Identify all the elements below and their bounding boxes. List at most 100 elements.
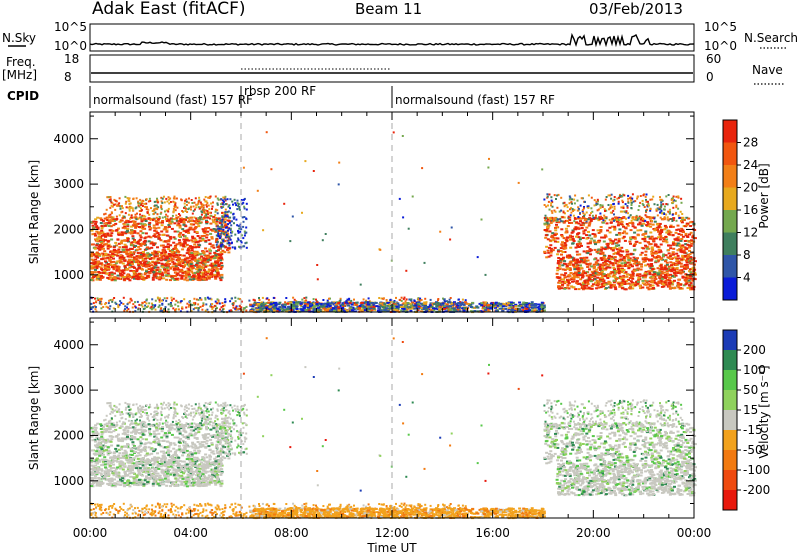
power-cell <box>167 196 170 199</box>
power-cell <box>568 267 572 270</box>
power-cell <box>143 273 147 276</box>
power-cell <box>675 260 679 263</box>
power-cell <box>157 206 160 209</box>
power-cell <box>648 271 652 274</box>
power-cell <box>173 267 176 270</box>
power-cell <box>141 259 145 262</box>
power-cell <box>148 258 152 260</box>
power-cell <box>563 242 567 244</box>
power-cell <box>121 217 124 219</box>
power-cell <box>414 304 418 307</box>
power-cell <box>221 302 224 305</box>
power-cell <box>213 257 217 259</box>
power-cell <box>284 309 288 312</box>
power-cell <box>351 309 354 312</box>
power-cell <box>362 298 365 301</box>
power-cell <box>113 198 116 201</box>
power-cell <box>371 302 375 304</box>
power-cell <box>676 270 680 273</box>
power-cell <box>311 307 314 310</box>
power-cell <box>427 309 431 312</box>
power-cell <box>333 309 336 312</box>
power-cell <box>212 246 216 249</box>
nsky-strip: N.Sky 10^5 10^0 10^5 10^0 N.Search <box>2 20 798 53</box>
power-cell <box>217 299 220 302</box>
power-cell <box>649 267 653 270</box>
power-cell <box>556 266 560 269</box>
power-cell <box>117 270 121 273</box>
power-cell <box>123 225 127 228</box>
power-cell <box>236 202 239 205</box>
power-cell <box>258 307 262 310</box>
power-cell <box>126 303 129 306</box>
power-cell <box>153 261 157 264</box>
power-cell <box>402 307 406 310</box>
power-cell <box>399 304 403 307</box>
power-cell <box>94 255 98 258</box>
power-cell <box>100 229 104 232</box>
power-cell <box>209 249 212 252</box>
power-cell <box>139 230 143 233</box>
power-cell <box>208 211 211 214</box>
power-cell <box>193 201 196 204</box>
power-cell <box>556 276 560 279</box>
power-cell <box>197 303 200 306</box>
power-cell <box>665 263 669 266</box>
power-cell <box>430 305 434 308</box>
power-cell <box>133 258 136 261</box>
power-cell <box>617 260 621 263</box>
power-cell <box>154 230 158 233</box>
power-cell <box>294 305 298 308</box>
power-cell <box>152 224 156 227</box>
power-cell <box>231 297 233 300</box>
power-cell <box>652 279 656 282</box>
power-cell <box>292 296 295 299</box>
power-cell <box>578 274 582 277</box>
power-cell <box>417 301 421 304</box>
power-cell <box>139 222 143 225</box>
power-cell <box>196 235 200 237</box>
power-cell <box>180 277 184 280</box>
power-cell <box>156 255 160 258</box>
power-cell <box>196 252 200 255</box>
power-cell <box>151 307 154 310</box>
power-cell <box>285 297 288 299</box>
power-cell <box>117 203 120 206</box>
power-cell <box>236 240 239 243</box>
power-cell <box>635 264 639 267</box>
power-cell <box>183 242 187 244</box>
power-cell <box>449 297 452 299</box>
power-cell <box>177 250 181 253</box>
power-cell <box>139 207 142 210</box>
power-cell <box>100 303 103 306</box>
power-cell <box>213 266 217 269</box>
power-cell <box>157 261 161 264</box>
power-cell <box>151 261 155 264</box>
power-cell <box>253 301 257 304</box>
power-cell <box>178 213 180 215</box>
power-cell <box>151 219 154 222</box>
power-cell <box>188 217 191 220</box>
power-cell <box>443 298 446 301</box>
power-cell <box>599 263 603 266</box>
power-cell <box>141 214 144 217</box>
power-cell <box>195 268 199 271</box>
power-cell <box>146 271 150 274</box>
power-cell <box>165 261 169 264</box>
power-cell <box>232 203 234 206</box>
power-cell <box>278 306 282 309</box>
power-cell <box>130 244 134 247</box>
power-cell <box>167 246 170 248</box>
power-cell <box>325 305 329 308</box>
power-cell <box>641 286 645 289</box>
power-cell <box>160 271 164 274</box>
power-cell <box>130 256 134 259</box>
power-cell <box>224 212 227 215</box>
power-cell <box>463 307 467 309</box>
power-cell <box>372 307 376 310</box>
power-cell <box>335 303 339 306</box>
power-cell <box>205 222 209 225</box>
power-cell <box>640 251 644 254</box>
power-cell <box>138 234 142 237</box>
power-cell <box>166 260 170 263</box>
